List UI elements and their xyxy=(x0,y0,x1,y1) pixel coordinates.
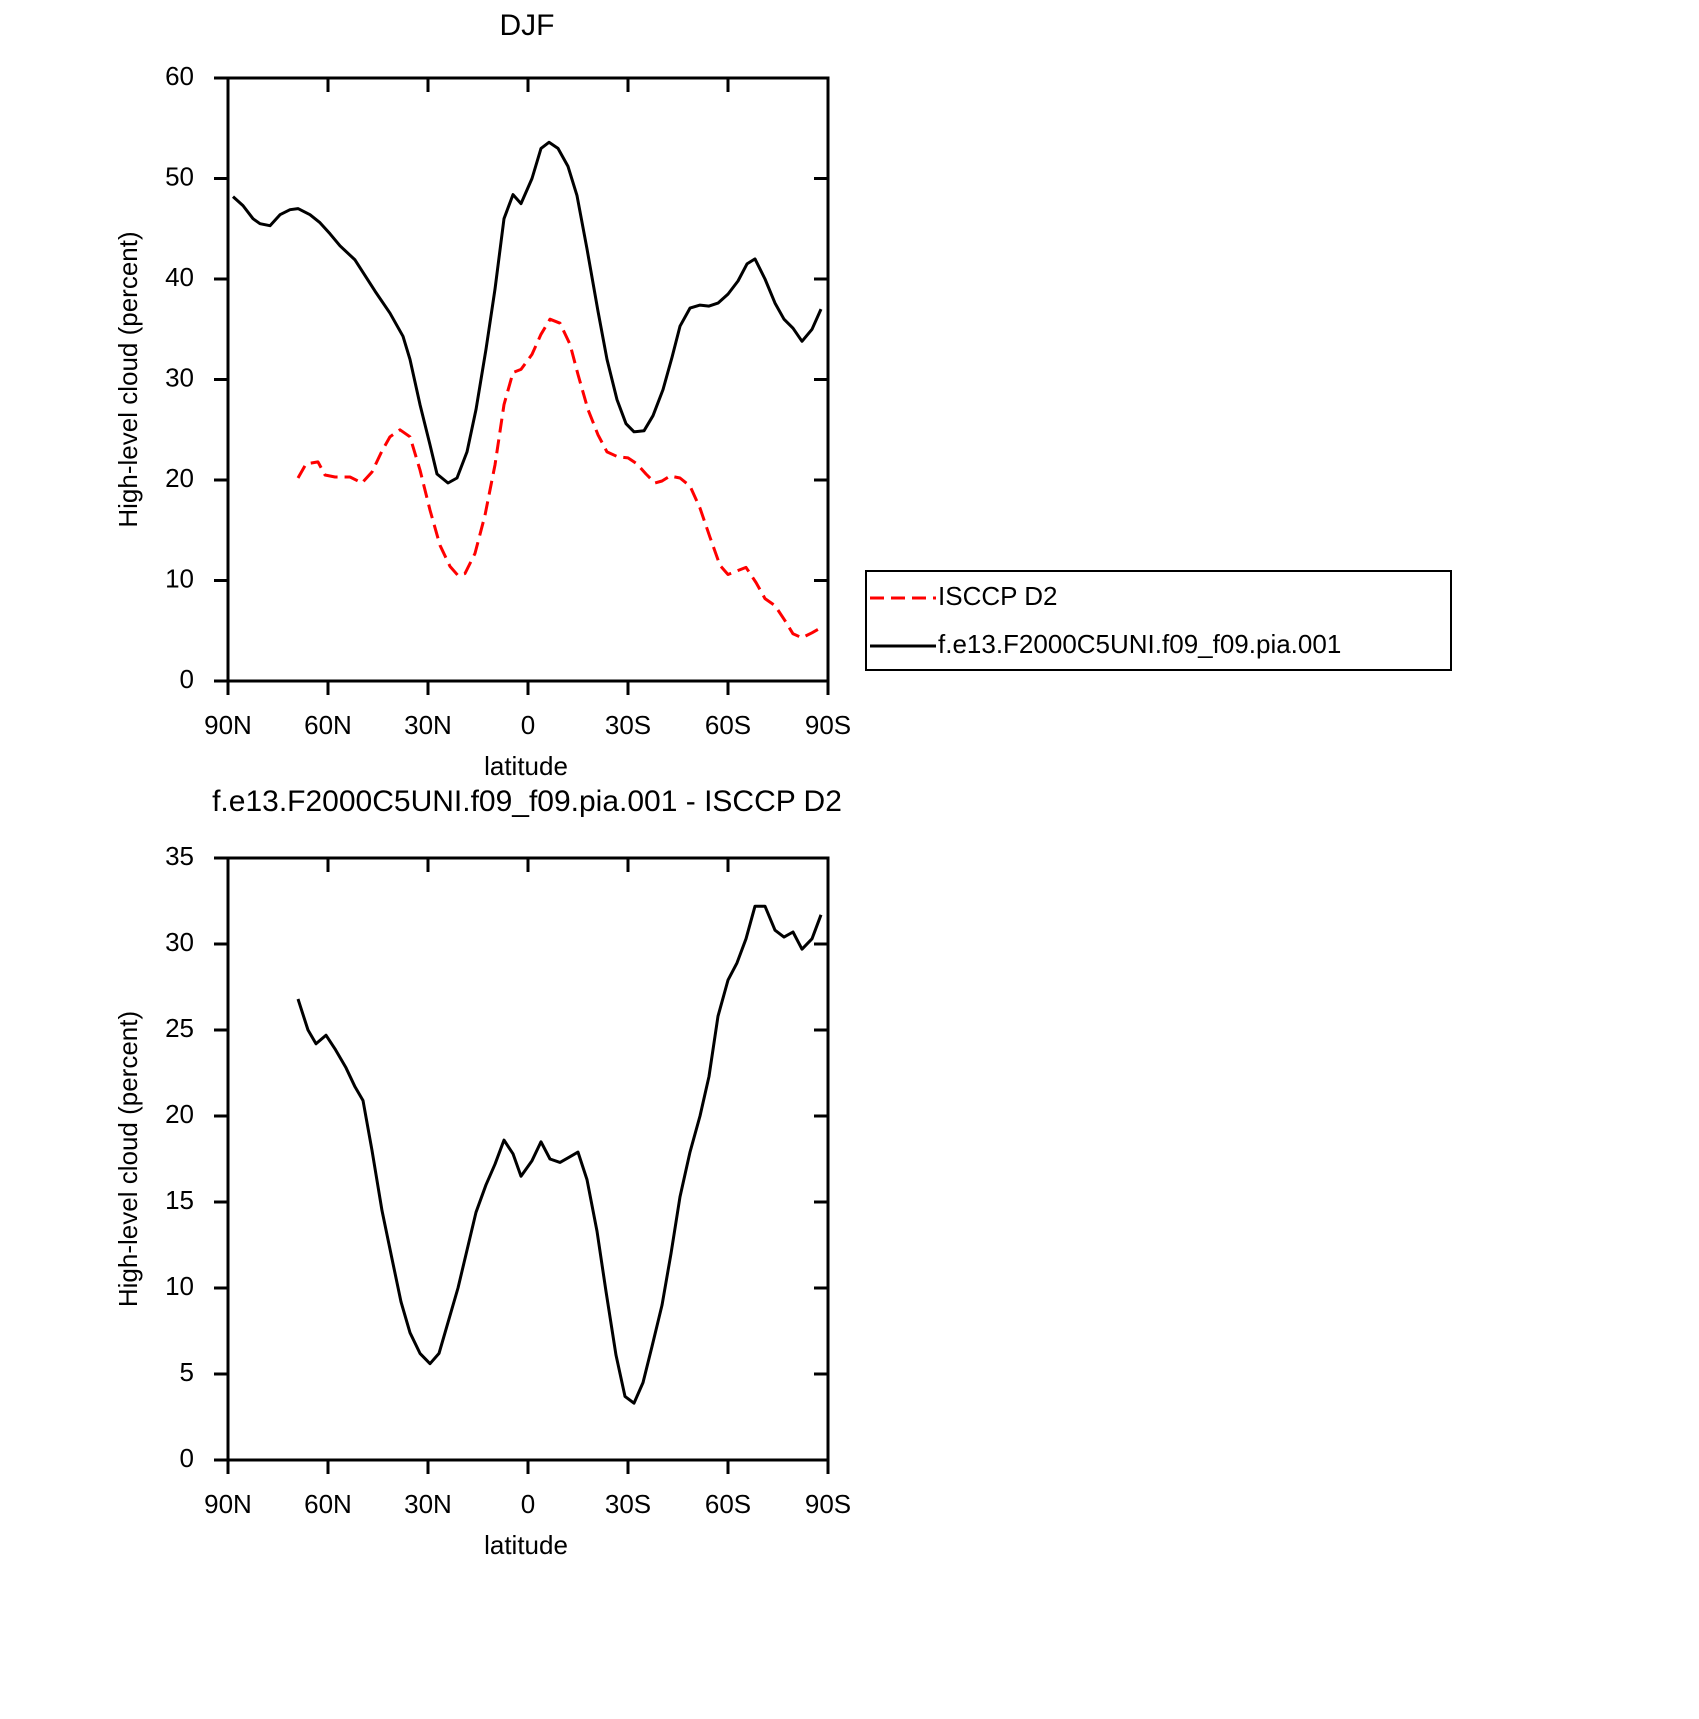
x-tick-label: 30S xyxy=(605,710,651,740)
x-axis-label: latitude xyxy=(484,751,568,781)
x-tick-label: 30S xyxy=(605,1489,651,1519)
y-tick-label: 30 xyxy=(165,927,194,957)
y-tick-label: 50 xyxy=(165,161,194,191)
y-tick-label: 5 xyxy=(180,1357,194,1387)
x-tick-label: 30N xyxy=(404,710,452,740)
y-axis-label: High-level cloud (percent) xyxy=(113,1011,143,1307)
x-tick-label: 60S xyxy=(705,710,751,740)
legend-label: ISCCP D2 xyxy=(938,581,1057,611)
y-tick-label: 20 xyxy=(165,463,194,493)
x-tick-label: 60S xyxy=(705,1489,751,1519)
chart-title: f.e13.F2000C5UNI.f09_f09.pia.001 - ISCCP… xyxy=(212,785,842,818)
x-tick-label: 60N xyxy=(304,1489,352,1519)
x-tick-label: 30N xyxy=(404,1489,452,1519)
data-line xyxy=(231,140,823,485)
y-tick-label: 40 xyxy=(165,262,194,292)
y-tick-label: 30 xyxy=(165,362,194,392)
legend-label: f.e13.F2000C5UNI.f09_f09.pia.001 xyxy=(938,629,1341,659)
y-tick-label: 10 xyxy=(165,563,194,593)
y-tick-label: 25 xyxy=(165,1013,194,1043)
y-tick-label: 15 xyxy=(165,1185,194,1215)
x-tick-label: 0 xyxy=(521,1489,535,1519)
y-tick-label: 20 xyxy=(165,1099,194,1129)
plot-frame xyxy=(226,76,830,683)
plot-frame xyxy=(226,856,830,1462)
x-tick-label: 90S xyxy=(805,1489,851,1519)
y-axis-label: High-level cloud (percent) xyxy=(113,231,143,527)
x-tick-label: 90N xyxy=(204,1489,252,1519)
legend-box xyxy=(865,570,1452,671)
y-tick-label: 35 xyxy=(165,841,194,871)
y-tick-label: 0 xyxy=(180,664,194,694)
data-line xyxy=(296,904,823,1405)
y-tick-label: 10 xyxy=(165,1271,194,1301)
y-tick-label: 60 xyxy=(165,61,194,91)
x-tick-label: 0 xyxy=(521,710,535,740)
chart-title: DJF xyxy=(500,9,555,42)
x-axis-label: latitude xyxy=(484,1530,568,1560)
data-line xyxy=(296,317,822,640)
x-tick-label: 90N xyxy=(204,710,252,740)
x-tick-label: 90S xyxy=(805,710,851,740)
x-tick-label: 60N xyxy=(304,710,352,740)
y-tick-label: 0 xyxy=(180,1443,194,1473)
